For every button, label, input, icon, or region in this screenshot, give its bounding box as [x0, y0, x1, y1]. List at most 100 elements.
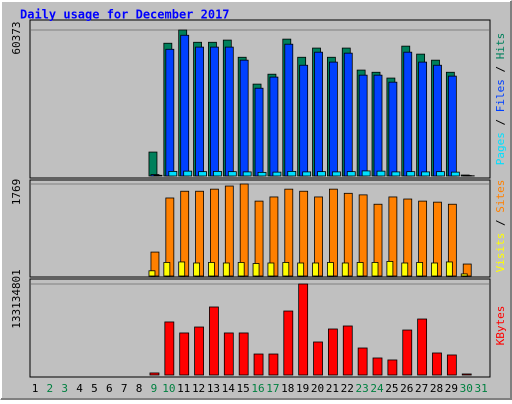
- bar: [285, 44, 293, 176]
- legend-label: Pages: [494, 132, 507, 165]
- x-tick-label: 2: [47, 382, 54, 395]
- bar: [362, 171, 370, 176]
- x-tick-label: 14: [222, 382, 236, 395]
- bar: [372, 262, 378, 276]
- x-tick-label: 11: [177, 382, 190, 395]
- x-tick-label: 16: [251, 382, 264, 395]
- bar: [196, 47, 204, 176]
- bar: [181, 35, 189, 176]
- bar: [433, 65, 441, 176]
- bar: [448, 76, 456, 176]
- legend-label: Files: [494, 79, 507, 112]
- bar: [328, 329, 337, 375]
- bar: [283, 262, 289, 276]
- x-tick-label: 17: [266, 382, 279, 395]
- bar: [407, 172, 415, 176]
- x-tick-label: 5: [91, 382, 98, 395]
- x-tick-label: 21: [326, 382, 339, 395]
- bar: [273, 172, 281, 176]
- bar: [225, 47, 233, 176]
- x-tick-label: 9: [151, 382, 158, 395]
- x-tick-label: 29: [445, 382, 458, 395]
- x-tick-label: 23: [356, 382, 369, 395]
- bar: [422, 172, 430, 176]
- x-tick-label: 6: [106, 382, 113, 395]
- x-tick-label: 19: [296, 382, 309, 395]
- bar: [298, 263, 304, 276]
- bar: [224, 333, 233, 375]
- bar: [392, 172, 400, 176]
- x-tick-label: 3: [61, 382, 68, 395]
- x-tick-label: 28: [430, 382, 443, 395]
- x-tick-label: 31: [474, 382, 487, 395]
- bar: [431, 263, 437, 276]
- bar: [329, 62, 337, 176]
- bar: [436, 172, 444, 176]
- bar: [194, 263, 200, 276]
- bar: [389, 82, 397, 176]
- bar: [403, 330, 412, 375]
- bar: [199, 172, 207, 176]
- bar: [180, 333, 189, 375]
- x-tick-label: 4: [76, 382, 83, 395]
- bar: [169, 171, 177, 176]
- bar: [343, 326, 352, 375]
- bar: [239, 333, 248, 375]
- bar: [344, 53, 352, 176]
- bar: [254, 354, 263, 375]
- bar: [357, 262, 363, 276]
- bar: [228, 172, 236, 176]
- bar: [461, 274, 467, 276]
- bar: [419, 62, 427, 176]
- x-tick-label: 1: [32, 382, 39, 395]
- bar: [243, 172, 251, 176]
- bar: [358, 348, 367, 375]
- bar: [195, 327, 204, 375]
- x-tick-label: 8: [136, 382, 143, 395]
- x-tick-label: 15: [237, 382, 250, 395]
- x-tick-label: 27: [415, 382, 428, 395]
- bar: [432, 353, 441, 375]
- bar: [347, 172, 355, 176]
- legend-label: Visits: [494, 233, 507, 273]
- chart-title: Daily usage for December 2017: [20, 8, 230, 22]
- bar: [402, 263, 408, 276]
- x-tick-label: 20: [311, 382, 324, 395]
- bar: [164, 262, 170, 276]
- x-tick-label: 7: [121, 382, 128, 395]
- bar: [388, 360, 397, 375]
- bar: [258, 172, 266, 176]
- y-tick-label: 60373: [10, 21, 23, 54]
- bar: [268, 263, 274, 276]
- bar: [327, 262, 333, 276]
- bar: [303, 172, 311, 176]
- bar: [314, 342, 323, 375]
- bar: [462, 374, 471, 375]
- y-tick-label: 1769: [10, 179, 23, 206]
- bar: [240, 60, 248, 176]
- bar: [447, 355, 456, 375]
- bar: [318, 172, 326, 176]
- x-tick-label: 30: [460, 382, 473, 395]
- bar: [255, 88, 263, 176]
- bar: [451, 172, 459, 176]
- legend-separator: /: [494, 213, 507, 233]
- bar: [315, 52, 323, 176]
- bar: [377, 171, 385, 176]
- bar: [210, 47, 218, 176]
- bar: [154, 175, 162, 176]
- bar: [223, 263, 229, 276]
- bar: [418, 319, 427, 375]
- x-tick-label: 10: [162, 382, 175, 395]
- bar: [150, 373, 159, 375]
- bar: [238, 262, 244, 276]
- x-tick-label: 18: [281, 382, 294, 395]
- bar: [166, 49, 174, 176]
- x-tick-label: 24: [370, 382, 384, 395]
- bar: [299, 284, 308, 375]
- bar: [284, 311, 293, 375]
- bar: [446, 262, 452, 276]
- bar: [332, 172, 340, 176]
- bar: [417, 262, 423, 276]
